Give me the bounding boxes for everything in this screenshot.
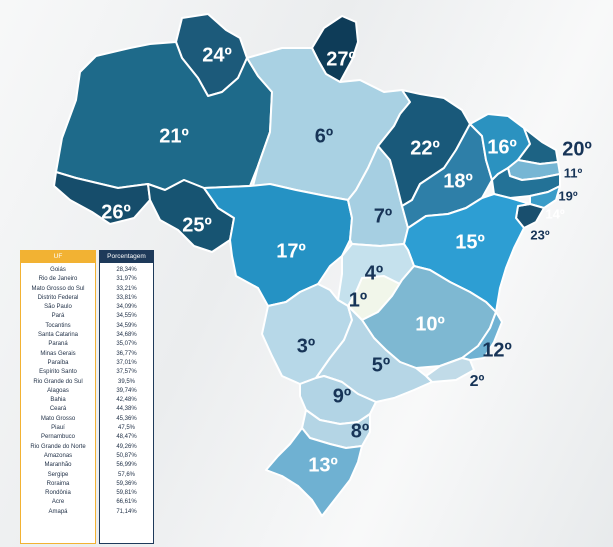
table-row-percentage: 42,48% xyxy=(116,397,137,404)
rank-label-rn: 20º xyxy=(562,138,592,160)
table-row-uf: Amazonas xyxy=(43,452,73,459)
rank-label-ba: 15º xyxy=(455,231,485,253)
percentage-header: Porcentagem xyxy=(100,251,153,263)
table-row-percentage: 59,36% xyxy=(116,480,137,487)
rank-label-ms: 3º xyxy=(297,335,315,357)
rank-label-ro: 25º xyxy=(182,214,212,236)
rank-label-go: 4º xyxy=(365,262,383,284)
table-row-uf: Rio Grande do Norte xyxy=(30,443,86,450)
rank-label-al: 14º xyxy=(545,206,564,221)
table-row-uf: Paraíba xyxy=(47,359,69,366)
rank-label-ma: 22º xyxy=(410,137,440,159)
rank-label-rr: 24º xyxy=(202,44,232,66)
rank-label-ac: 26º xyxy=(101,201,131,223)
table-row-percentage: 28,34% xyxy=(116,267,137,273)
table-row-uf: Distrito Federal xyxy=(37,294,79,301)
table-row-uf: Alagoas xyxy=(47,387,69,394)
table-row-percentage: 45,36% xyxy=(116,415,137,422)
rank-label-mt: 17º xyxy=(276,240,306,262)
table-row-uf: Acre xyxy=(51,499,65,506)
table-row-percentage: 59,81% xyxy=(116,490,137,497)
table-row-uf: Maranhão xyxy=(44,462,72,469)
rank-label-ap: 27º xyxy=(326,48,356,70)
table-row-uf: Rondônia xyxy=(45,490,71,497)
table-row-percentage: 56,99% xyxy=(116,462,137,469)
percentage-column: Porcentagem 28,34% 31,97% 33,21% 33,81% 34,0… xyxy=(99,250,154,544)
table-row-percentage: 44,38% xyxy=(116,406,137,413)
table-row-uf: Pernambuco xyxy=(40,434,76,441)
rank-label-rj: 2º xyxy=(470,373,485,390)
table-row-uf: Goiás xyxy=(50,267,66,273)
table-row-uf: Pará xyxy=(51,313,65,320)
table-row-uf: São Paulo xyxy=(44,304,72,311)
table-row-uf: Sergipe xyxy=(47,471,69,478)
table-row-uf: Santa Catarina xyxy=(37,332,79,339)
rank-label-df: 1º xyxy=(349,289,367,311)
table-row-percentage: 50,87% xyxy=(116,452,137,459)
table-row-percentage: 71,14% xyxy=(116,508,137,515)
table-row-percentage: 37,57% xyxy=(116,369,137,376)
rank-label-pa: 6º xyxy=(315,125,333,147)
rank-label-ce: 16º xyxy=(487,136,517,158)
rank-label-pe: 19º xyxy=(558,188,577,203)
state-rs[interactable] xyxy=(265,427,363,517)
rank-label-pr: 9º xyxy=(333,385,351,407)
table-row-uf: Paraná xyxy=(48,341,68,348)
table-row-uf: Rio Grande do Sul xyxy=(33,378,83,385)
table-row-percentage: 34,59% xyxy=(116,322,137,329)
rank-label-rs: 13º xyxy=(308,454,338,476)
percentage-table: UF Goiás Rio de Janeiro Mato Grosso do Sul… xyxy=(20,250,154,544)
table-row-percentage: 48,47% xyxy=(116,434,137,441)
table-row-percentage: 47,5% xyxy=(117,425,135,432)
table-row-percentage: 34,68% xyxy=(116,332,137,339)
uf-column: UF Goiás Rio de Janeiro Mato Grosso do Sul… xyxy=(20,250,96,544)
table-row-uf: Roraima xyxy=(46,480,70,487)
table-row-percentage: 36,77% xyxy=(116,350,137,357)
table-row-percentage: 31,97% xyxy=(116,276,137,283)
table-row-percentage: 34,09% xyxy=(116,304,137,311)
table-row-percentage: 66,61% xyxy=(116,499,137,506)
rank-label-se: 23º xyxy=(530,227,549,242)
rank-label-to: 7º xyxy=(374,205,392,227)
table-row-percentage: 37,01% xyxy=(116,359,137,366)
table-row-percentage: 39,5% xyxy=(117,378,135,385)
table-row-uf: Espírito Santo xyxy=(39,369,77,376)
rank-label-es: 12º xyxy=(482,339,512,361)
rank-label-sp: 5º xyxy=(372,354,390,376)
table-row-uf: Bahia xyxy=(50,397,66,404)
table-row-uf: Mato Grosso do Sul xyxy=(31,285,85,292)
table-row-uf: Mato Grosso xyxy=(40,415,76,422)
rank-label-mg: 10º xyxy=(415,313,445,335)
table-row-uf: Rio de Janeiro xyxy=(38,276,78,283)
table-row-percentage: 39,74% xyxy=(116,387,137,394)
table-row-uf: Tocantins xyxy=(45,322,71,329)
uf-header: UF xyxy=(21,251,95,263)
table-row-percentage: 49,26% xyxy=(116,443,137,450)
rank-label-pb: 11º xyxy=(564,165,583,180)
rank-label-pi: 18º xyxy=(443,170,473,192)
table-row-percentage: 35,07% xyxy=(116,341,137,348)
table-row-uf: Piauí xyxy=(51,425,65,432)
table-row-percentage: 33,81% xyxy=(116,294,137,301)
table-row-uf: Amapá xyxy=(48,508,68,515)
rank-label-am: 21º xyxy=(159,125,189,147)
table-row-percentage: 57,6% xyxy=(117,471,135,478)
table-row-percentage: 33,21% xyxy=(116,285,137,292)
rank-label-sc: 8º xyxy=(351,420,369,442)
state-ac[interactable] xyxy=(53,171,151,225)
table-row-uf: Ceará xyxy=(49,406,67,413)
state-sp[interactable] xyxy=(315,305,433,403)
table-row-uf: Minas Gerais xyxy=(40,350,76,357)
table-row-percentage: 34,55% xyxy=(116,313,137,320)
